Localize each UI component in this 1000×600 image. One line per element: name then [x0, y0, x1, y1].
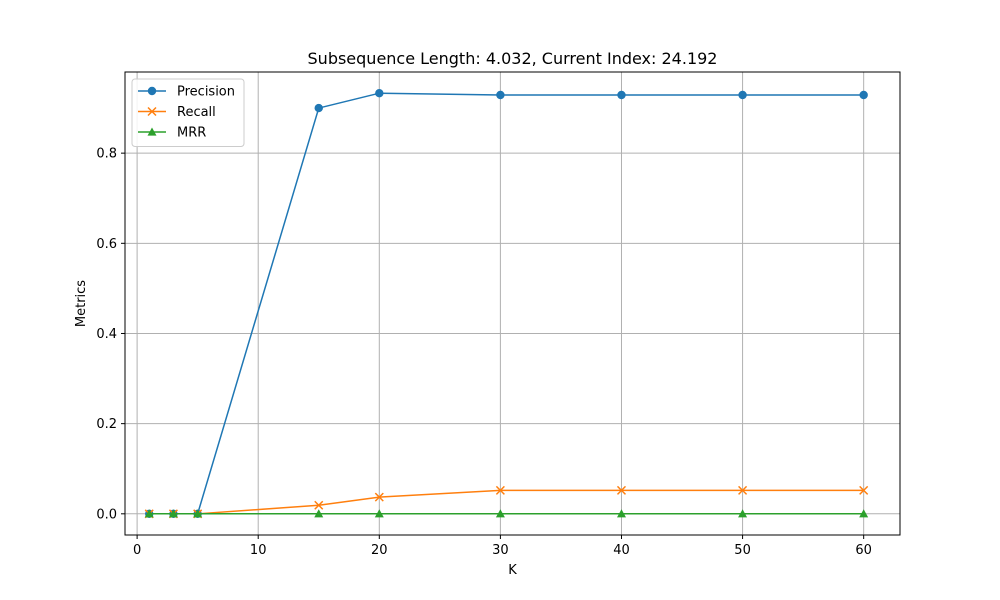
recall-point [314, 500, 324, 510]
recall-point [738, 485, 748, 495]
recall-point [374, 492, 384, 502]
series-lines [144, 88, 869, 519]
x-axis-title: K [508, 563, 517, 578]
y-tick-label: 0.0 [96, 507, 117, 522]
mrr-point [616, 509, 626, 518]
recall-point [616, 485, 627, 495]
precision-point [375, 88, 384, 98]
legend-label: MRR [177, 126, 206, 141]
mrr-point [144, 509, 154, 518]
mrr-point [314, 509, 324, 518]
y-tick-label: 0.4 [96, 327, 117, 342]
mrr-point [495, 509, 505, 518]
precision-point [496, 90, 505, 100]
y-axis-title: Metrics [74, 280, 89, 327]
mrr-point [859, 509, 869, 518]
precision-point [738, 90, 747, 100]
legend-entry-recall: Recall [138, 105, 216, 120]
plot-area-frame [124, 71, 901, 536]
legend: Precision Recall MRR [131, 78, 245, 147]
recall-point [495, 485, 505, 495]
mrr-point [374, 509, 384, 518]
mrr-point [193, 509, 203, 518]
legend-box [131, 78, 245, 147]
series-mrr [144, 509, 869, 518]
x-tick-label: 30 [492, 543, 509, 558]
x-tick-label: 60 [855, 543, 872, 558]
legend-entry-mrr: MRR [138, 126, 206, 141]
y-tick-label: 0.8 [96, 147, 117, 162]
x-tick-label: 20 [371, 543, 388, 558]
x-tick-label: 10 [250, 543, 267, 558]
recall-point [859, 485, 869, 495]
legend-label: Recall [177, 105, 216, 120]
precision-point [859, 90, 868, 100]
mrr-point [168, 509, 178, 518]
chart-title: Subsequence Length: 4.032, Current Index… [308, 49, 718, 68]
y-tick-label: 0.6 [96, 237, 117, 252]
precision-point [617, 90, 626, 100]
axis-ticks: 0 10 20 30 40 50 60 0.0 0.2 0.4 0.6 0.8 [96, 147, 872, 558]
x-tick-label: 50 [734, 543, 751, 558]
legend-marker [147, 106, 157, 117]
y-tick-label: 0.2 [96, 417, 117, 432]
legend-marker [147, 86, 157, 96]
legend-label: Precision [177, 85, 235, 100]
x-tick-label: 0 [133, 543, 141, 558]
mrr-point [738, 509, 748, 518]
legend-entry-precision: Precision [138, 85, 235, 100]
x-tick-label: 40 [613, 543, 630, 558]
precision-point [314, 103, 323, 113]
legend-marker [147, 127, 157, 136]
